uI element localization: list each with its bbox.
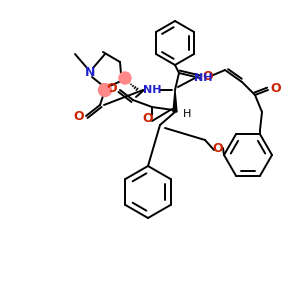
Text: O: O <box>143 112 153 124</box>
Text: N: N <box>85 65 95 79</box>
Text: O: O <box>74 110 84 124</box>
Text: O: O <box>270 82 280 95</box>
Polygon shape <box>173 90 177 112</box>
Text: O: O <box>106 82 117 95</box>
Circle shape <box>119 72 131 84</box>
Circle shape <box>98 83 112 97</box>
Text: O: O <box>202 70 213 83</box>
Text: NH: NH <box>143 85 161 95</box>
Text: NH: NH <box>194 73 212 83</box>
Text: O: O <box>213 142 223 154</box>
Text: H: H <box>183 109 191 119</box>
